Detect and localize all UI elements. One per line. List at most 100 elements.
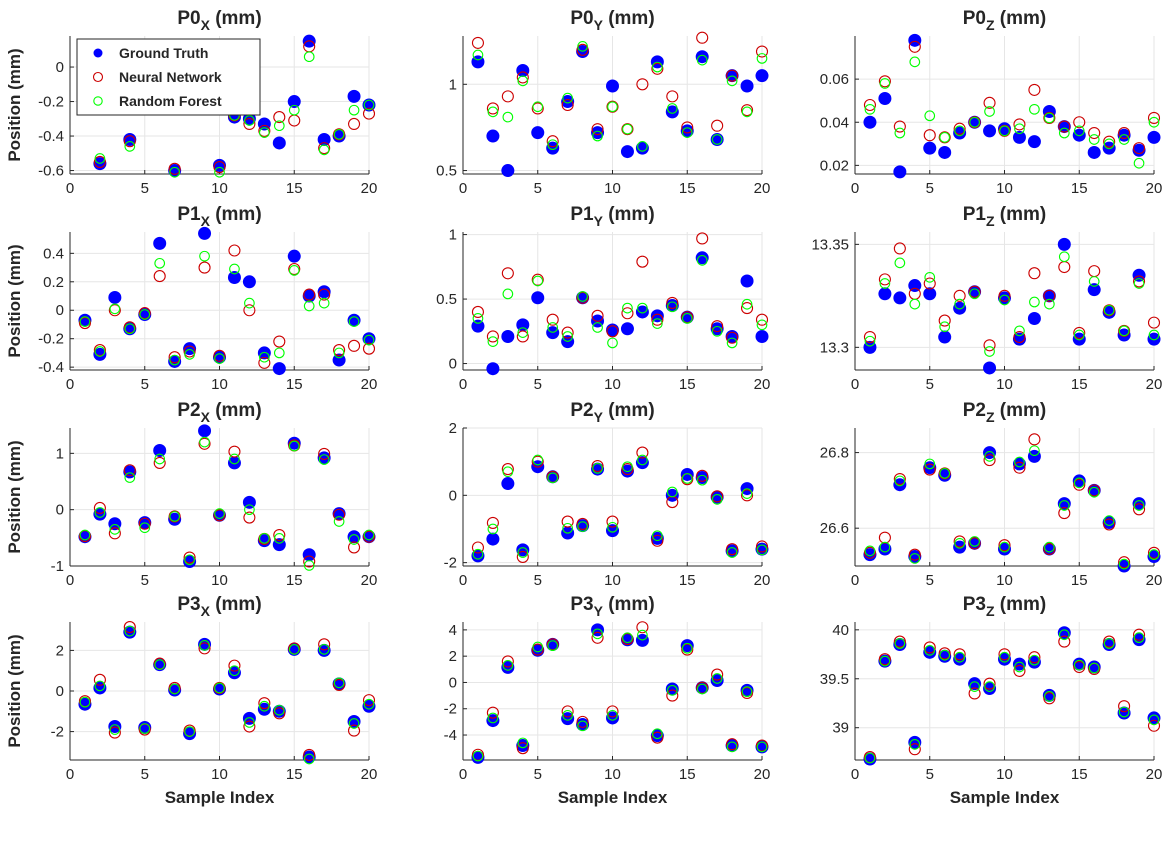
series-nn xyxy=(78,244,376,369)
ground-truth-point xyxy=(1147,332,1161,346)
y-tick-label: 0 xyxy=(449,487,457,504)
random-forest-point xyxy=(622,123,633,135)
neural-network-point xyxy=(471,36,485,49)
neural-network-point xyxy=(1118,556,1131,569)
neural-network-point xyxy=(666,689,679,702)
neural-network-point xyxy=(863,330,877,344)
ground-truth-point xyxy=(362,699,376,713)
neural-network-point xyxy=(651,62,664,75)
ground-truth-point xyxy=(516,739,530,753)
random-forest-point xyxy=(879,78,891,89)
neural-network-point xyxy=(666,296,679,309)
random-forest-point xyxy=(1148,714,1160,726)
y-tick-label: -0.6 xyxy=(38,163,64,180)
random-forest-point xyxy=(1118,706,1130,718)
neural-network-point xyxy=(606,325,619,338)
neural-network-point xyxy=(1013,664,1026,677)
ground-truth-point xyxy=(1132,633,1146,647)
random-forest-point xyxy=(502,466,514,478)
neural-network-point xyxy=(228,244,241,257)
neural-network-point xyxy=(123,621,136,634)
ground-truth-point xyxy=(362,332,376,346)
neural-network-point xyxy=(333,128,346,141)
neural-network-point xyxy=(621,633,634,646)
random-forest-point xyxy=(726,337,738,349)
neural-network-point xyxy=(726,69,739,82)
random-forest-point xyxy=(1029,103,1040,115)
y-tick-label: 39 xyxy=(832,720,849,737)
ground-truth-point xyxy=(501,164,515,178)
y-tick-label: 0.4 xyxy=(43,245,64,262)
ground-truth-point xyxy=(710,322,724,336)
y-tick-label: 39.5 xyxy=(820,671,849,688)
x-tick-label: 0 xyxy=(459,766,467,783)
random-forest-point xyxy=(1058,629,1070,641)
x-tick-label: 10 xyxy=(996,180,1013,197)
neural-network-point xyxy=(1088,484,1101,497)
random-forest-point xyxy=(562,522,574,534)
random-forest-point xyxy=(124,323,136,335)
random-forest-point xyxy=(1058,500,1070,511)
ground-truth-point xyxy=(923,645,937,659)
random-forest-point xyxy=(259,351,270,363)
series-nn xyxy=(471,621,769,761)
ground-truth-point xyxy=(576,718,590,732)
random-forest-point xyxy=(333,677,345,689)
ground-truth-point xyxy=(198,637,212,651)
neural-network-point xyxy=(1028,267,1041,280)
ground-truth-point xyxy=(878,287,892,301)
neural-network-point xyxy=(486,516,499,529)
random-forest-point xyxy=(303,51,315,63)
random-forest-point xyxy=(318,454,330,465)
ground-truth-point xyxy=(1012,332,1026,346)
neural-network-point xyxy=(636,78,649,91)
random-forest-point xyxy=(154,453,166,465)
x-tick-label: 15 xyxy=(1071,180,1088,197)
random-forest-point xyxy=(79,696,91,708)
x-tick-label: 15 xyxy=(679,766,696,783)
series-nn xyxy=(863,628,1161,764)
y-tick-label: 1 xyxy=(449,76,457,93)
neural-network-point xyxy=(471,748,485,761)
ground-truth-point xyxy=(665,682,679,696)
random-forest-point xyxy=(696,683,708,695)
random-forest-point xyxy=(756,741,768,753)
neural-network-point xyxy=(347,117,361,131)
neural-network-point xyxy=(651,534,664,547)
random-forest-point xyxy=(1088,662,1100,674)
y-tick-label: 0.04 xyxy=(820,114,849,131)
y-tick-label: 26.6 xyxy=(820,520,849,537)
neural-network-point xyxy=(1073,660,1086,674)
panel-title: P2Z (mm) xyxy=(963,400,1047,425)
random-forest-point xyxy=(909,298,921,310)
neural-network-point xyxy=(1028,651,1041,664)
neural-network-point xyxy=(711,668,724,681)
random-forest-point xyxy=(1029,654,1040,666)
ground-truth-point xyxy=(938,330,952,344)
neural-network-point xyxy=(681,311,694,324)
ground-truth-point xyxy=(471,319,485,333)
ground-truth-point xyxy=(998,122,1011,136)
series-rf xyxy=(79,436,375,571)
random-forest-point xyxy=(169,511,180,522)
neural-network-point xyxy=(1103,304,1116,317)
random-forest-point xyxy=(984,346,995,357)
ground-truth-point xyxy=(923,461,937,475)
series-nn xyxy=(471,232,769,344)
x-tick-label: 10 xyxy=(211,572,228,589)
ground-truth-point xyxy=(317,133,331,146)
neural-network-point xyxy=(213,509,226,522)
x-tick-label: 0 xyxy=(66,766,74,783)
ground-truth-point xyxy=(983,682,997,696)
ground-truth-point xyxy=(93,347,107,361)
ground-truth-point xyxy=(650,531,664,545)
ground-truth-point xyxy=(968,677,982,691)
neural-network-point xyxy=(621,307,634,320)
ground-truth-point xyxy=(257,702,271,716)
ground-truth-point xyxy=(108,290,122,304)
ground-truth-point xyxy=(665,488,679,502)
ground-truth-point xyxy=(1072,332,1086,346)
